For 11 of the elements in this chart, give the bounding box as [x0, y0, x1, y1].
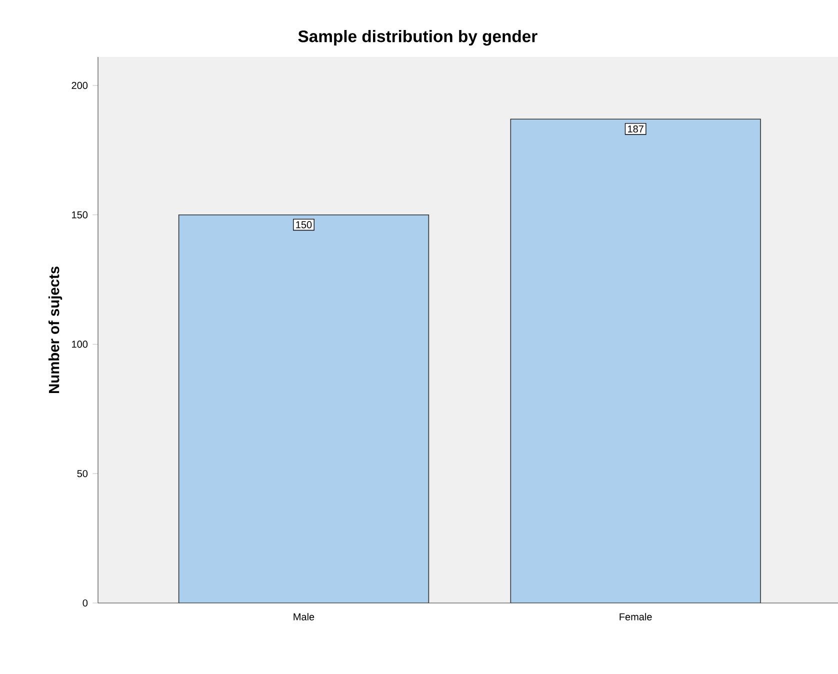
data-label: 187 — [628, 125, 644, 133]
y-tick-label: 200 — [72, 82, 88, 90]
y-axis-title: Number of sujects — [48, 266, 62, 393]
y-tick-label: 150 — [72, 211, 88, 218]
chart-title: Sample distribution by gender — [298, 30, 538, 46]
y-tick-label: 50 — [77, 470, 88, 478]
data-label: 150 — [296, 221, 312, 228]
y-tick-label: 0 — [82, 599, 88, 607]
x-tick-label: Female — [620, 613, 652, 620]
y-tick-label: 100 — [72, 340, 88, 348]
x-tick-label: Male — [294, 613, 314, 620]
